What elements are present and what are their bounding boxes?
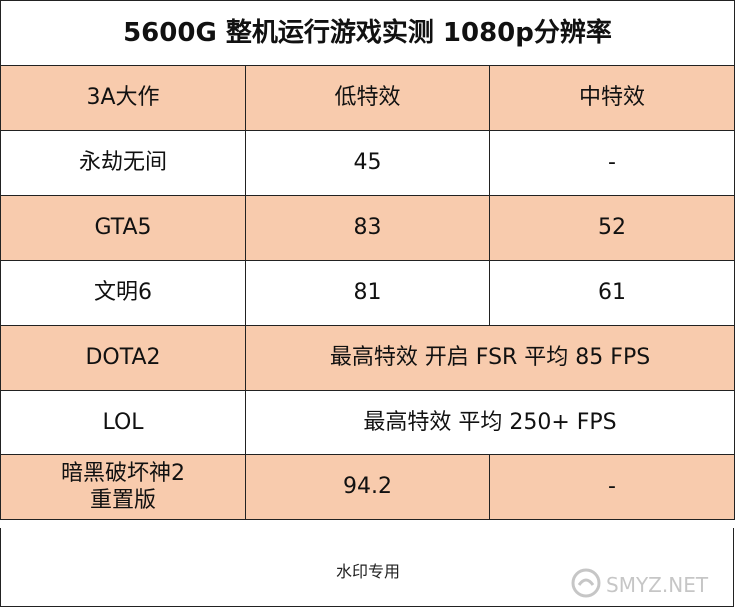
footer-note: 水印专用: [335, 562, 400, 581]
title-row: 5600G 整机运行游戏实测 1080p分辨率: [0, 0, 735, 66]
low-value: 94.2: [245, 454, 490, 520]
table-row: 永劫无间 45 -: [0, 130, 735, 196]
low-value: 45: [245, 130, 490, 196]
mid-value: -: [489, 130, 735, 196]
game-name: 永劫无间: [0, 130, 246, 196]
table-row: LOL 最高特效 平均 250+ FPS: [0, 390, 735, 455]
watermark-logo: SMYZ.NET: [571, 568, 709, 598]
table-row: GTA5 83 52: [0, 195, 735, 261]
game-name-line1: 暗黑破坏神2: [61, 460, 185, 486]
game-name: 暗黑破坏神2 重置版: [0, 454, 246, 520]
merged-value: 最高特效 平均 250+ FPS: [245, 390, 735, 455]
table-row: DOTA2 最高特效 开启 FSR 平均 85 FPS: [0, 325, 735, 391]
header-low: 低特效: [245, 65, 490, 131]
benchmark-table: 5600G 整机运行游戏实测 1080p分辨率 3A大作 低特效 中特效 永劫无…: [0, 0, 735, 520]
smzdm-logo-icon: SMYZ.NET: [568, 563, 728, 603]
mid-value: 61: [489, 260, 735, 326]
low-value: 81: [245, 260, 490, 326]
table-title: 5600G 整机运行游戏实测 1080p分辨率: [0, 0, 735, 66]
game-name: DOTA2: [0, 325, 246, 391]
low-value: 83: [245, 195, 490, 261]
watermark-text: SMYZ.NET: [606, 573, 709, 597]
header-row: 3A大作 低特效 中特效: [0, 65, 735, 131]
game-name: 文明6: [0, 260, 246, 326]
header-game: 3A大作: [0, 65, 246, 131]
game-name-line2: 重置版: [89, 488, 156, 513]
footer-area: 水印专用: [0, 528, 734, 607]
game-name: LOL: [0, 390, 246, 455]
table-row: 文明6 81 61: [0, 260, 735, 326]
mid-value: 52: [489, 195, 735, 261]
header-mid: 中特效: [489, 65, 735, 131]
merged-value: 最高特效 开启 FSR 平均 85 FPS: [245, 325, 735, 391]
table-row: 暗黑破坏神2 重置版 94.2 -: [0, 454, 735, 520]
game-name: GTA5: [0, 195, 246, 261]
mid-value: -: [489, 454, 735, 520]
